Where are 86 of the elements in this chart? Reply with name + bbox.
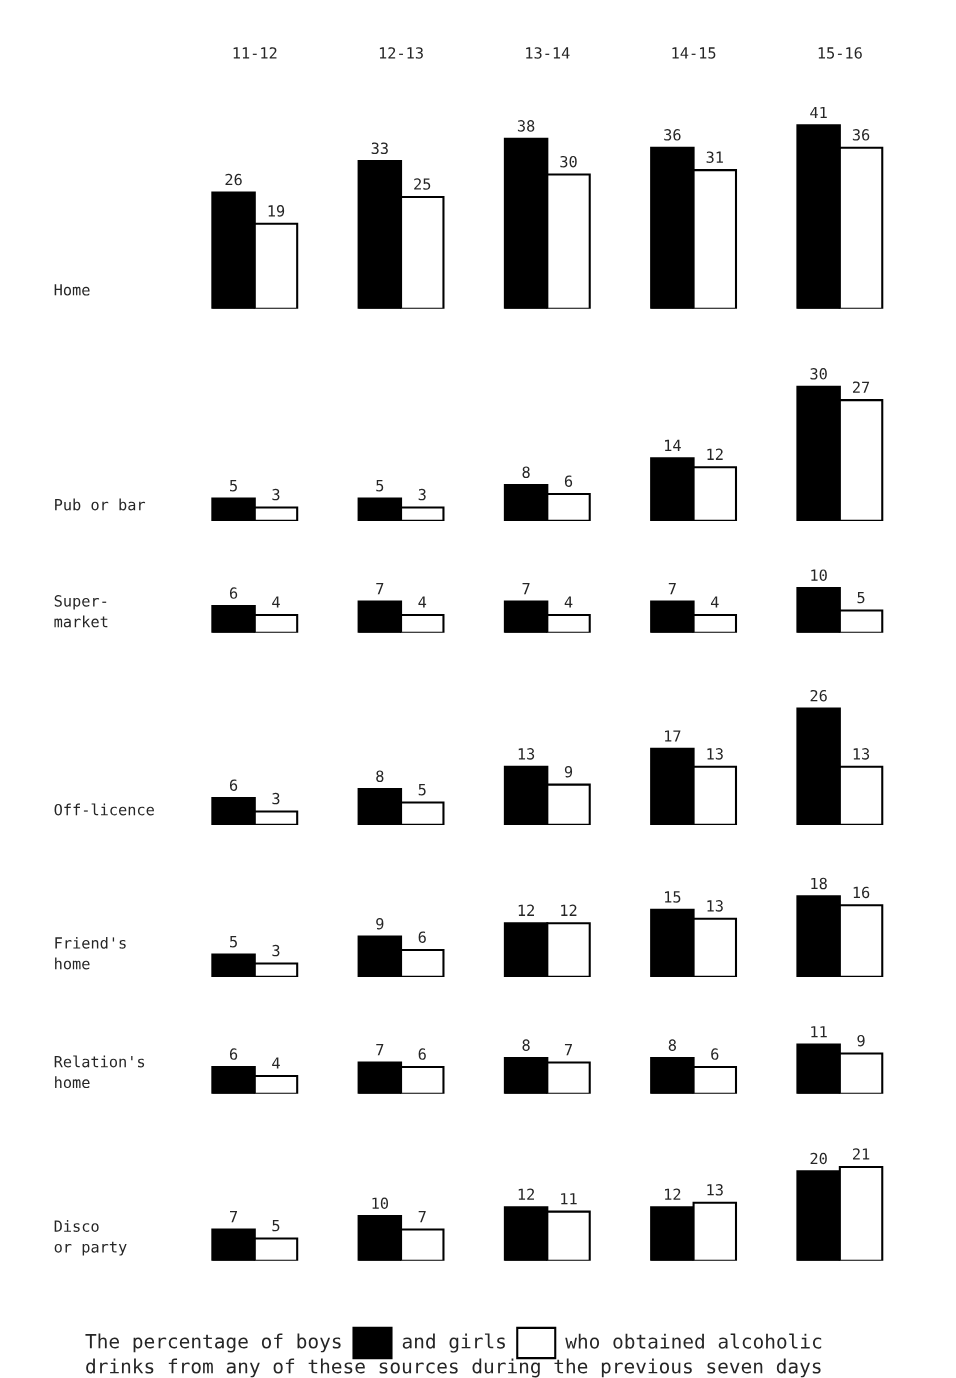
data-label: 11	[561, 1193, 577, 1205]
data-label: 13	[518, 748, 535, 760]
data-label: 9	[857, 1034, 865, 1047]
data-label: 5	[230, 480, 237, 492]
data-label: 3	[272, 488, 280, 501]
x-tick-label: 15-16	[818, 47, 862, 59]
data-label: 4	[710, 596, 719, 608]
x-tick-label: 12-13	[379, 47, 423, 59]
data-label: 3	[272, 944, 280, 957]
data-label: 4	[564, 596, 573, 608]
data-label: 36	[664, 129, 681, 141]
data-label: 8	[376, 770, 384, 782]
data-label: 30	[810, 368, 827, 380]
data-label: 33	[371, 142, 388, 155]
data-label: 7	[668, 583, 676, 595]
data-label: 5	[418, 784, 426, 796]
data-label: 5	[230, 936, 237, 948]
y-axis-title: Relation's home	[54, 1055, 145, 1089]
data-label: 12	[518, 904, 534, 916]
data-label: 7	[376, 583, 384, 595]
data-label: 14	[665, 439, 681, 451]
data-label: 16	[853, 886, 870, 899]
data-label: 4	[272, 596, 280, 608]
data-label: 9	[564, 765, 573, 778]
data-label: 41	[810, 106, 827, 119]
data-label: 10	[372, 1197, 389, 1210]
text: who obtained alcoholic	[565, 1333, 822, 1349]
data-label: 8	[522, 466, 530, 478]
x-tick-label: 11-12	[233, 47, 277, 59]
data-label: 6	[418, 931, 426, 943]
data-label: 38	[517, 120, 535, 132]
data-label: 5	[376, 480, 384, 492]
data-label: 12	[665, 1188, 681, 1200]
data-label: 4	[418, 596, 427, 608]
data-label: 6	[564, 475, 573, 487]
data-label: 7	[564, 1044, 572, 1056]
data-label: 12	[707, 448, 723, 460]
data-label: 5	[272, 1220, 280, 1232]
y-axis-title: Super- market	[54, 595, 108, 628]
text: and girls	[402, 1333, 505, 1353]
data-label: 11	[811, 1026, 827, 1038]
data-label: 6	[711, 1048, 719, 1060]
data-label: 13	[707, 748, 723, 760]
data-label: 20	[810, 1152, 827, 1165]
data-label: 15	[665, 891, 681, 903]
data-label: 13	[707, 1184, 723, 1196]
data-label: 5	[857, 591, 865, 604]
data-label: 36	[852, 129, 870, 141]
y-axis-title: Off-licence	[54, 803, 154, 816]
x-tick-label: 13-14	[526, 47, 570, 59]
data-label: 27	[852, 381, 870, 393]
data-label: 13	[707, 900, 723, 912]
data-label: 26	[810, 689, 827, 702]
data-label: 8	[668, 1039, 676, 1051]
data-label: 7	[230, 1211, 238, 1223]
data-label: 4	[272, 1057, 280, 1069]
data-label: 26	[225, 173, 242, 186]
y-axis-title: Disco or party	[54, 1220, 127, 1256]
data-label: 12	[561, 904, 577, 916]
data-label: 21	[852, 1148, 870, 1160]
data-label: 6	[229, 1048, 238, 1060]
data-label: 8	[522, 1039, 530, 1051]
data-label: 9	[376, 917, 384, 930]
x-tick-label: 14-15	[672, 47, 716, 59]
data-label: 30	[560, 155, 577, 168]
data-label: 19	[268, 205, 285, 217]
data-label: 6	[418, 1048, 426, 1060]
data-label: 7	[376, 1044, 384, 1056]
y-axis-title: Pub or bar	[55, 498, 146, 511]
data-label: 12	[518, 1188, 534, 1200]
data-label: 18	[811, 877, 827, 890]
data-label: 7	[522, 583, 530, 595]
data-label: 31	[706, 151, 723, 163]
data-label: 17	[665, 730, 681, 742]
data-label: 25	[414, 178, 431, 190]
data-label: 3	[272, 792, 280, 805]
data-label: 10	[811, 569, 827, 581]
data-label: 6	[229, 779, 238, 791]
text: The percentage of boys	[85, 1333, 341, 1353]
data-label: 3	[418, 488, 426, 501]
data-label: 6	[229, 587, 238, 599]
data-label: 13	[853, 748, 870, 760]
text: drinks from any of these sources during the previous seven days	[86, 1358, 821, 1378]
y-axis-title: Friend's home	[55, 936, 126, 970]
y-axis-title: Home	[54, 284, 90, 296]
data-label: 7	[418, 1211, 426, 1223]
